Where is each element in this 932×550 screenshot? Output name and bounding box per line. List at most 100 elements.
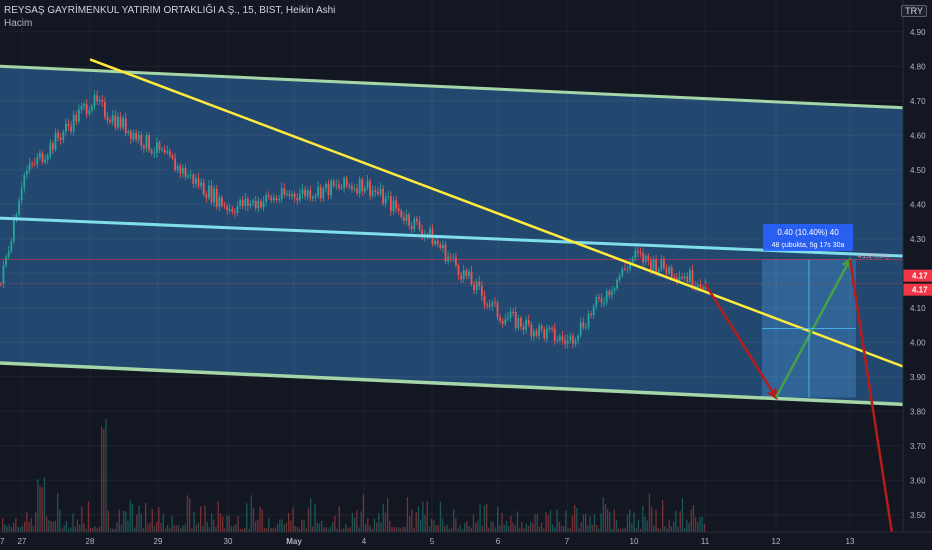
volume-bar xyxy=(208,527,211,532)
volume-bar xyxy=(598,528,600,532)
volume-bar xyxy=(103,428,105,532)
candle-body xyxy=(447,256,449,262)
projection-arrow[interactable] xyxy=(703,282,778,399)
volume-bar xyxy=(402,526,404,532)
volume-bar xyxy=(85,528,87,532)
volume-bar xyxy=(39,485,41,532)
volume-bar xyxy=(457,528,459,532)
volume-bar xyxy=(263,527,266,532)
price-tick-label: 3.50 xyxy=(910,511,926,520)
lower-channel-line[interactable] xyxy=(0,361,904,407)
candle-body xyxy=(78,109,80,122)
candle-body xyxy=(260,201,262,208)
candle-body xyxy=(252,200,254,204)
volume-label[interactable]: Hacim xyxy=(4,18,33,29)
price-tick-label: 3.90 xyxy=(910,373,926,382)
channel-fill xyxy=(0,66,903,405)
candle-body xyxy=(241,200,244,206)
candle-body xyxy=(691,270,694,287)
volume-bar xyxy=(63,525,65,532)
candle-body xyxy=(267,195,270,197)
candle-body xyxy=(356,188,358,194)
volume-bar xyxy=(215,526,217,532)
volume-bar xyxy=(288,513,290,532)
volume-bar xyxy=(626,514,629,532)
volume-bar xyxy=(307,507,310,532)
volume-bar xyxy=(699,516,701,532)
volume-bar xyxy=(303,520,305,532)
volume-bar xyxy=(127,520,129,532)
candle-body xyxy=(202,182,205,195)
candle-body xyxy=(33,163,36,165)
candle-body xyxy=(46,155,49,160)
volume-bar xyxy=(140,513,142,532)
time-tick-label: 28 xyxy=(86,537,95,546)
upper-channel-line[interactable] xyxy=(0,64,904,110)
volume-bar xyxy=(354,517,356,532)
volume-bar xyxy=(182,525,184,532)
candle-body xyxy=(600,298,603,303)
volume-bar xyxy=(435,525,437,532)
volume-bar xyxy=(222,516,224,532)
candle-body xyxy=(270,196,273,201)
candle-body xyxy=(499,317,501,321)
volume-bar xyxy=(327,528,329,532)
volume-bar xyxy=(459,524,461,532)
candle-body xyxy=(189,174,192,176)
volume-bar xyxy=(318,523,321,532)
price-tick-label: 4.10 xyxy=(910,304,926,313)
volume-bar xyxy=(235,524,237,532)
candle-body xyxy=(304,189,306,197)
candle-body xyxy=(548,327,551,329)
candle-body xyxy=(512,311,514,313)
volume-bar xyxy=(486,503,488,532)
price-tick-label: 4.80 xyxy=(910,62,926,71)
candle-body xyxy=(429,228,431,235)
candle-body xyxy=(546,328,548,339)
candle-body xyxy=(80,106,83,110)
volume-bar xyxy=(362,494,365,532)
candle-body xyxy=(361,179,364,192)
volume-bar xyxy=(136,514,138,532)
currency-button[interactable]: TRY xyxy=(901,5,927,17)
candle-body xyxy=(262,201,265,208)
volume-bar xyxy=(466,521,468,532)
volume-bar xyxy=(695,516,697,532)
candle-body xyxy=(403,217,405,221)
descending-trendline[interactable] xyxy=(89,58,904,368)
volume-bar xyxy=(217,501,219,532)
volume-bar xyxy=(332,522,334,532)
projection-arrow[interactable] xyxy=(848,259,895,541)
candle-body xyxy=(111,115,114,123)
volume-bar xyxy=(301,519,303,532)
volume-bar xyxy=(296,526,299,532)
candle-body xyxy=(195,178,197,184)
volume-bar xyxy=(536,514,538,532)
volume-bar xyxy=(173,525,175,532)
volume-bar xyxy=(600,513,602,532)
volume-bar xyxy=(593,514,596,532)
candle-body xyxy=(156,142,158,153)
volume-bar xyxy=(543,528,545,532)
middle-channel-line[interactable] xyxy=(0,216,904,258)
volume-bar xyxy=(57,493,59,532)
candle-body xyxy=(509,311,512,318)
volume-bar xyxy=(464,523,466,532)
candle-body xyxy=(540,325,543,330)
time-tick-label: 4 xyxy=(362,537,367,546)
candle-body xyxy=(109,120,111,123)
volume-bar xyxy=(541,522,543,532)
candle-body xyxy=(475,281,478,291)
volume-bar xyxy=(684,527,686,532)
candle-body xyxy=(197,178,200,187)
symbol-title[interactable]: REYSAŞ GAYRİMENKUL YATIRIM ORTAKLIĞI A.Ş… xyxy=(4,5,336,16)
candle-body xyxy=(36,157,39,165)
candle-body xyxy=(158,142,161,150)
candle-body xyxy=(566,340,569,344)
candle-body xyxy=(491,302,494,307)
measure-price-note: 4.25(+0.24) xyxy=(858,254,889,260)
volume-bar xyxy=(151,509,153,532)
last-price-label: 4.17 xyxy=(912,272,928,281)
volume-bar xyxy=(211,513,213,532)
